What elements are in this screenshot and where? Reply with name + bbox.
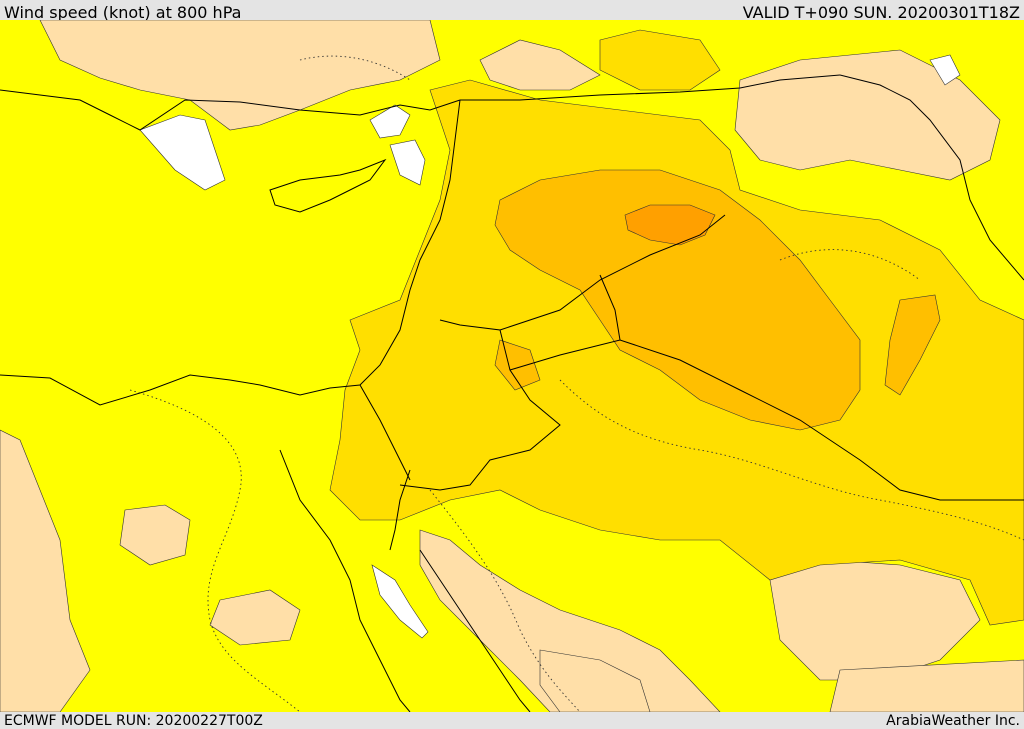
coastlines-and-borders [0,74,1024,712]
dotted-contours [129,55,1024,712]
dotted-contour-5 [429,489,581,712]
red-sea-west-coastline [279,449,411,712]
no-data-gulf-of-suez [371,564,429,639]
cyprus-coastline [269,158,387,213]
levant-coastline [359,99,461,386]
egypt-israel-border [359,384,411,481]
field-high-sinai-patch [494,339,541,391]
model-run-label: ECMWF MODEL RUN: 20200227T00Z [4,713,263,729]
arabia-west-coastline [419,549,531,712]
field-lowest-west-egypt [0,429,91,712]
wind-speed-map [0,20,1024,712]
no-data-east-patch [929,54,961,86]
field-lowest-areas [0,20,1024,712]
footer-bar: ECMWF MODEL RUN: 20200227T00Z ArabiaWeat… [0,712,1024,729]
iraq-syria-inner-border [599,274,621,341]
field-lowest-egypt-patch [119,504,191,566]
field-lowest-iraq-iran [734,49,1001,181]
dotted-contour-4 [779,249,921,281]
field-lowest-north-patch [479,39,601,91]
dotted-contour-3 [299,55,411,81]
field-lowest-saudi-south [539,649,651,712]
jordan-saudi-border [509,339,1024,501]
field-high-jordan-iraq [494,169,861,431]
field-lowest-sw-patch [209,589,301,646]
jordan-west-border [399,319,561,491]
turkey-south-coastline [0,89,461,131]
no-data-lake-tuz [139,114,226,191]
dotted-contour-2 [559,379,1024,541]
valid-time-label: VALID T+090 SUN. 20200301T18Z [742,3,1020,22]
map-title: Wind speed (knot) at 800 hPa [4,3,242,22]
field-lowest-saudi-west [419,529,721,712]
field-moderate-north-strip [599,29,721,91]
egypt-north-coastline [0,374,361,406]
field-lowest-gulf [769,559,981,681]
jordan-iraq-border [499,214,726,331]
no-data-levant-patch [389,139,426,186]
field-lowest-se-patch [829,659,1024,712]
no-data-areas [139,54,961,639]
field-high-east-patch [884,294,941,396]
syria-iraq-border [460,74,841,101]
field-high-areas [494,169,941,431]
header-bar: Wind speed (knot) at 800 hPa VALID T+090… [0,0,1024,22]
gulf-of-aqaba-coastline [389,469,411,551]
field-lowest-anatolia [39,20,441,131]
credit-label: ArabiaWeather Inc. [886,713,1020,729]
iraq-iran-border [839,74,1024,281]
field-highest-core [624,204,716,246]
